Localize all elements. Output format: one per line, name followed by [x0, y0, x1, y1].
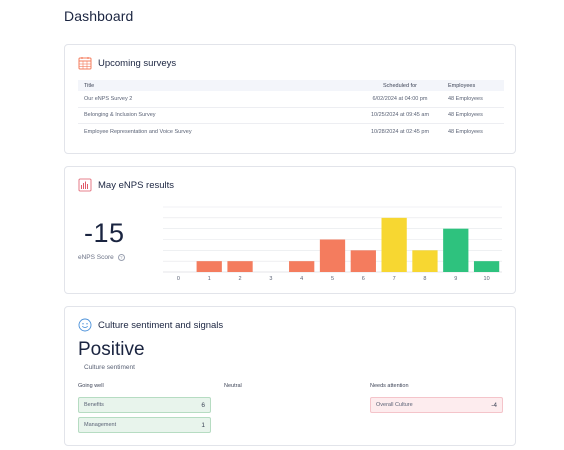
signal-count: -4 — [491, 401, 497, 409]
column-header-title[interactable]: Title — [84, 82, 95, 89]
culture-sentiment-label: Culture sentiment — [84, 364, 135, 371]
chart-bar[interactable] — [196, 261, 222, 272]
chart-bar[interactable] — [381, 217, 407, 272]
culture-sentiment-title: Culture sentiment and signals — [98, 319, 224, 331]
culture-sentiment-card: Culture sentiment and signals Positive C… — [64, 306, 516, 446]
signal-label: Benefits — [84, 402, 104, 408]
page-title: Dashboard — [64, 8, 134, 24]
survey-scheduled: 6/02/2024 at 04:00 pm — [372, 95, 428, 102]
info-icon[interactable]: ? — [117, 254, 125, 261]
enps-score-label-wrap: eNPS Score ? — [78, 254, 125, 261]
surveys-table-header: Title Scheduled for Employees — [78, 80, 504, 91]
survey-employees: 48 Employees — [448, 129, 483, 136]
enps-score: -15 — [84, 218, 125, 248]
table-row[interactable]: Employee Representation and Voice Survey… — [78, 124, 504, 141]
signal-label: Management — [84, 422, 117, 428]
enps-score-label: eNPS Score — [78, 254, 114, 261]
surveys-table: Title Scheduled for Employees Our eNPS S… — [78, 80, 504, 141]
chart-tick-label: 10 — [484, 276, 490, 282]
chart-bar[interactable] — [227, 261, 253, 272]
chart-tick-label: 8 — [423, 276, 426, 282]
smiley-icon — [78, 318, 92, 332]
survey-scheduled: 10/28/2024 at 02:45 pm — [370, 129, 430, 136]
survey-title: Our eNPS Survey 2 — [84, 95, 133, 102]
culture-sentiment-header: Culture sentiment and signals — [78, 317, 223, 333]
signal-item-management[interactable]: Management 1 — [78, 417, 211, 433]
survey-scheduled: 10/25/2024 at 09:45 am — [370, 112, 430, 119]
column-header-scheduled[interactable]: Scheduled for — [383, 82, 417, 89]
chart-tick-label: 2 — [239, 276, 242, 282]
survey-title: Employee Representation and Voice Survey — [84, 129, 192, 136]
chart-tick-label: 3 — [269, 276, 272, 282]
upcoming-surveys-title: Upcoming surveys — [98, 57, 177, 69]
needs-attention-label: Needs attention — [370, 383, 409, 389]
going-well-label: Going well — [78, 383, 104, 389]
signal-label: Overall Culture — [376, 402, 413, 408]
chart-tick-label: 0 — [177, 276, 180, 282]
column-header-employees[interactable]: Employees — [448, 82, 476, 89]
signal-item-overall-culture[interactable]: Overall Culture -4 — [370, 397, 503, 413]
chart-bar[interactable] — [289, 261, 315, 272]
chart-bar[interactable] — [319, 239, 346, 273]
enps-bar-chart: 0 1 2 3 4 5 6 7 8 9 10 — [163, 206, 502, 282]
chart-bar[interactable] — [443, 228, 469, 272]
enps-results-title: May eNPS results — [98, 179, 175, 191]
chart-bar[interactable] — [412, 250, 438, 272]
chart-tick-label: 7 — [393, 276, 396, 282]
enps-results-header: May eNPS results — [78, 177, 174, 193]
survey-employees: 48 Employees — [448, 112, 483, 119]
chart-tick-label: 5 — [331, 276, 334, 282]
signal-count: 1 — [201, 421, 205, 429]
upcoming-surveys-card: Upcoming surveys Title Scheduled for Emp… — [64, 44, 516, 154]
enps-results-card: May eNPS results -15 eNPS Score ? 0 1 2 3 4 5… — [64, 166, 516, 294]
table-row[interactable]: Our eNPS Survey 2 6/02/2024 at 04:00 pm … — [78, 91, 504, 108]
neutral-label: Neutral — [224, 383, 242, 389]
survey-employees: 48 Employees — [448, 95, 483, 102]
upcoming-surveys-header: Upcoming surveys — [78, 55, 176, 71]
chart-bar[interactable] — [473, 261, 500, 272]
table-row[interactable]: Belonging & Inclusion Survey 10/25/2024 … — [78, 108, 504, 124]
signal-count: 6 — [201, 401, 205, 409]
bar-chart-icon — [78, 178, 92, 192]
survey-title: Belonging & Inclusion Survey — [84, 112, 156, 119]
culture-sentiment-value: Positive — [78, 339, 145, 360]
chart-tick-label: 6 — [362, 276, 365, 282]
signal-item-benefits[interactable]: Benefits 6 — [78, 397, 211, 413]
chart-tick-label: 4 — [300, 276, 303, 282]
chart-tick-label: 1 — [208, 276, 211, 282]
calendar-icon — [78, 57, 92, 70]
chart-tick-label: 9 — [454, 276, 457, 282]
chart-bar[interactable] — [350, 250, 376, 272]
